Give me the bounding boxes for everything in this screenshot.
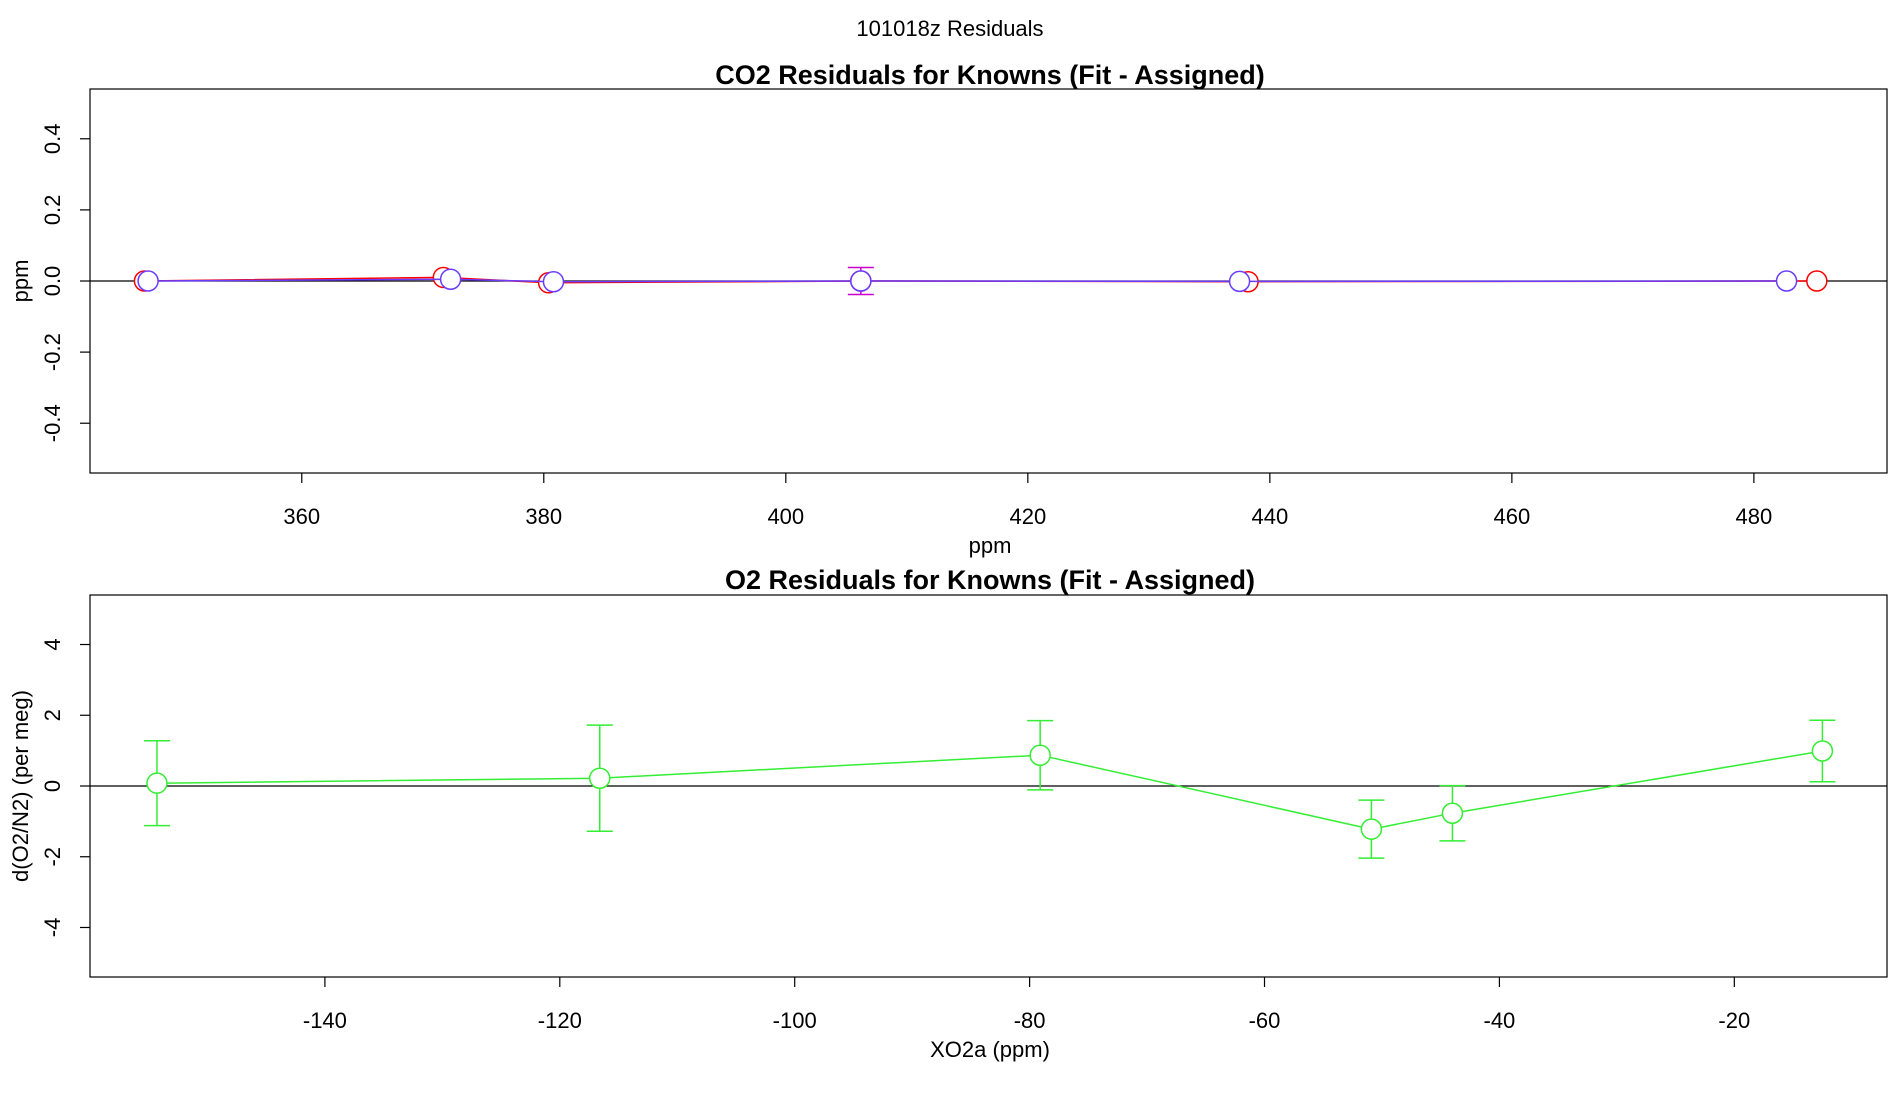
o2-x-tick-label: -120: [538, 1008, 582, 1033]
co2-x-tick-label: 440: [1251, 504, 1288, 529]
co2-data-point-red: [1806, 270, 1828, 292]
co2-residuals-panel: CO2 Residuals for Knowns (Fit - Assigned…: [8, 60, 1888, 558]
o2-x-axis-label: XO2a (ppm): [930, 1037, 1050, 1062]
co2-x-tick-label: 360: [283, 504, 320, 529]
o2-x-tick-label: -100: [773, 1008, 817, 1033]
o2-x-tick-label: -60: [1249, 1008, 1281, 1033]
co2-data-marks: [90, 266, 1887, 296]
o2-y-tick-label: -2: [40, 847, 65, 867]
o2-x-ticks: -140 -120 -100 -80 -60 -40 -20: [303, 977, 1750, 1033]
o2-y-tick-label: -4: [40, 918, 65, 938]
co2-x-tick-label: 400: [767, 504, 804, 529]
o2-x-tick-label: -140: [303, 1008, 347, 1033]
co2-data-point-blue: [439, 268, 462, 290]
o2-data-point-green: [1360, 818, 1383, 840]
o2-y-tick-label: 2: [40, 709, 65, 721]
figure-title: 101018z Residuals: [856, 16, 1043, 41]
co2-y-tick-label: -0.2: [40, 333, 65, 371]
co2-y-ticks: -0.4 -0.2 0.0 0.2 0.4: [40, 123, 90, 442]
co2-data-point-blue: [542, 270, 565, 293]
co2-x-ticks: 360 380 400 420 440 460 480: [283, 473, 1772, 529]
o2-x-tick-label: -40: [1484, 1008, 1516, 1033]
o2-data-point-green: [1811, 740, 1834, 762]
co2-panel-title: CO2 Residuals for Knowns (Fit - Assigned…: [715, 60, 1265, 90]
o2-data-point-green: [146, 772, 168, 794]
co2-data-point-blue: [850, 270, 872, 292]
co2-x-tick-label: 480: [1736, 504, 1773, 529]
o2-y-tick-label: 0: [40, 780, 65, 792]
co2-y-tick-label: 0.4: [40, 123, 65, 154]
o2-data-point-green: [1029, 744, 1051, 766]
co2-x-tick-label: 420: [1009, 504, 1046, 529]
co2-data-point-blue: [1228, 270, 1251, 293]
o2-y-axis-label: d(O2/N2) (per meg): [8, 690, 33, 882]
co2-x-tick-label: 380: [525, 504, 562, 529]
co2-data-point-blue: [1775, 270, 1798, 292]
o2-series-line-green: [156, 750, 1823, 830]
co2-x-axis-label: ppm: [969, 533, 1012, 558]
o2-x-tick-label: -80: [1014, 1008, 1046, 1033]
o2-panel-title: O2 Residuals for Knowns (Fit - Assigned): [725, 565, 1255, 595]
co2-data-point-blue: [137, 270, 159, 292]
co2-y-tick-label: 0.0: [40, 266, 65, 297]
o2-data-point-green: [1441, 802, 1464, 824]
o2-data-point-green: [588, 767, 611, 789]
co2-y-tick-label: 0.2: [40, 195, 65, 226]
o2-x-tick-label: -20: [1718, 1008, 1750, 1033]
co2-y-axis-label: ppm: [8, 260, 33, 303]
o2-residuals-panel: O2 Residuals for Knowns (Fit - Assigned)…: [8, 565, 1888, 1062]
co2-series-line-blue: [148, 278, 1787, 283]
o2-data-marks: [90, 719, 1887, 859]
co2-x-tick-label: 460: [1494, 504, 1531, 529]
o2-y-ticks: -4 -2 0 2 4: [40, 638, 90, 937]
o2-y-tick-label: 4: [40, 638, 65, 650]
co2-y-tick-label: -0.4: [40, 404, 65, 442]
